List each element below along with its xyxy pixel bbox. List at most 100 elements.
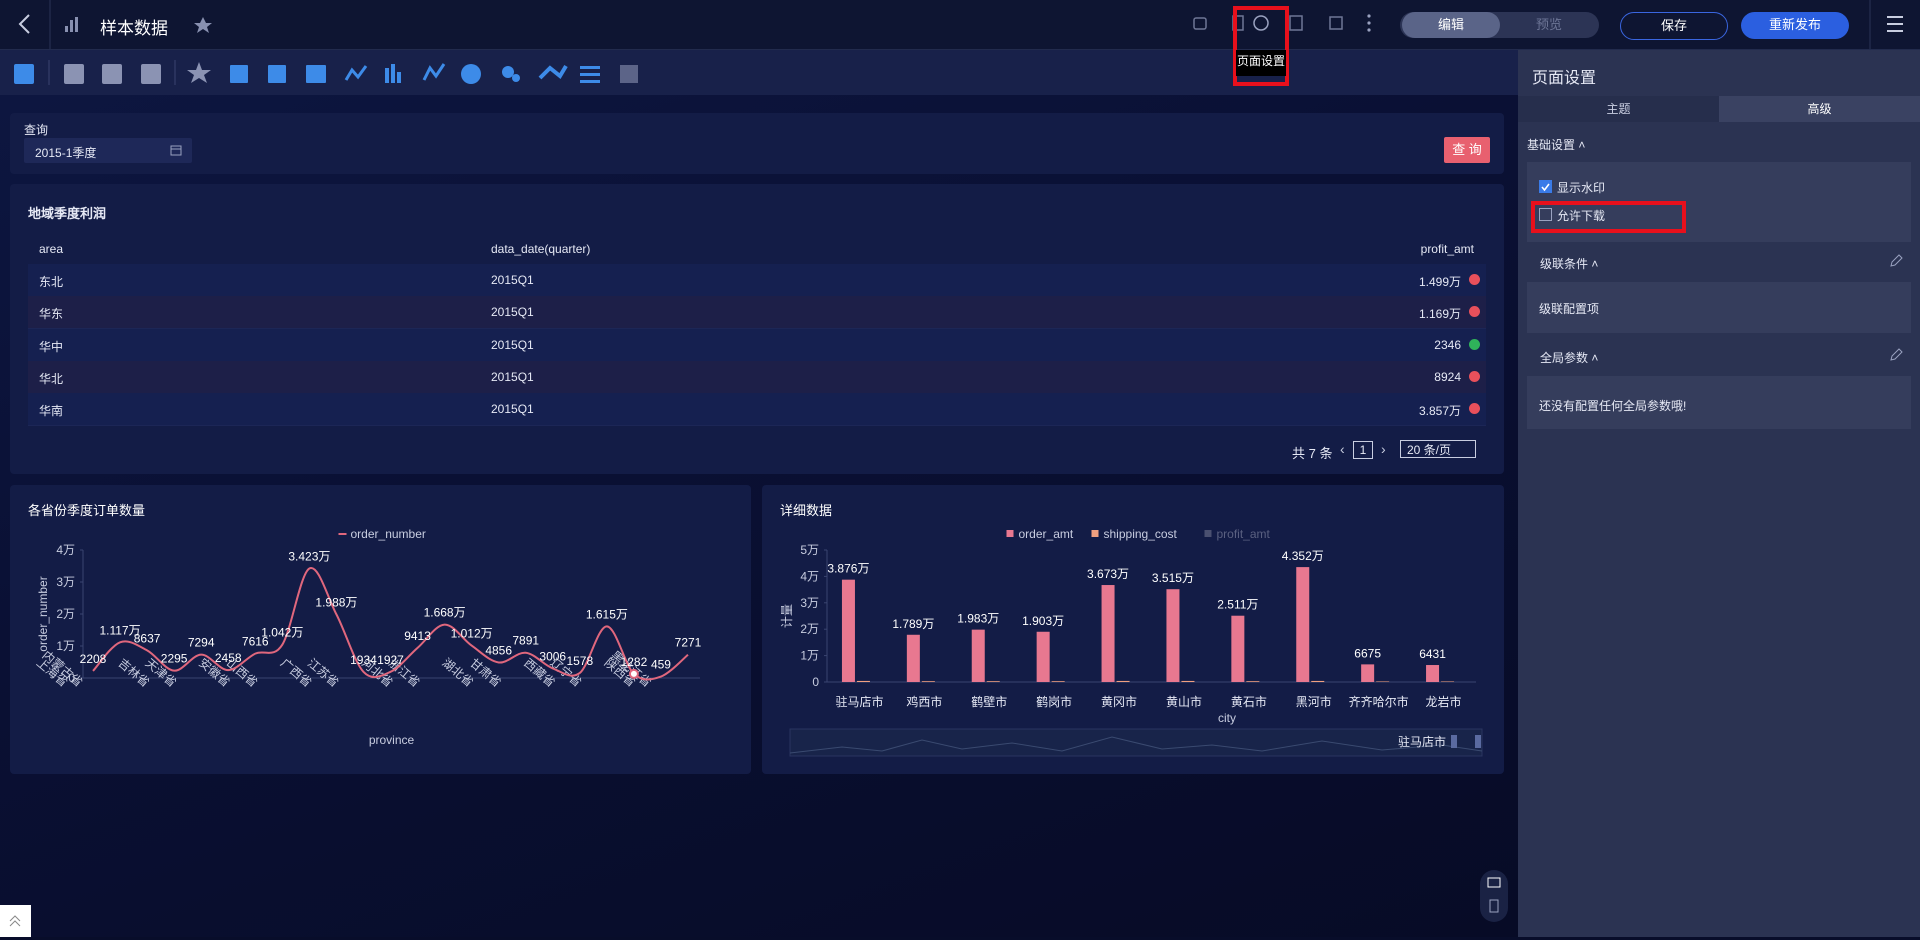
back-icon[interactable] — [18, 14, 30, 34]
x-tick-label: 鹤壁市 — [971, 694, 1007, 709]
device-icons — [1487, 877, 1501, 913]
lock-icon[interactable] — [1193, 17, 1207, 30]
zoom-preview — [789, 736, 1483, 754]
y-tick-label: 1万 — [56, 639, 75, 653]
section-title[interactable]: 级联条件 ˄ — [1540, 257, 1599, 271]
prev-page[interactable]: ‹ — [1340, 441, 1345, 457]
table-row[interactable]: 东北 2015Q1 1.499万 — [28, 264, 1486, 297]
bar — [1426, 665, 1440, 682]
data-label: 4.352万 — [1282, 549, 1324, 563]
zoom-label: 驻马店市 — [1398, 734, 1446, 749]
tool-icon[interactable] — [102, 64, 122, 84]
desktop-icon[interactable] — [1487, 877, 1501, 888]
tool-icon[interactable] — [230, 65, 248, 83]
tool-icon[interactable] — [422, 63, 446, 81]
bar — [1441, 681, 1455, 682]
bar — [1231, 615, 1245, 682]
tool-icon[interactable] — [141, 64, 161, 84]
duplicate-icon[interactable] — [1329, 16, 1343, 30]
checkbox[interactable] — [1539, 180, 1552, 193]
toolbar-icons — [14, 60, 638, 85]
tool-icon[interactable] — [344, 65, 368, 81]
table-row[interactable]: 华南 2015Q1 3.857万 — [28, 393, 1486, 427]
x-tick-label: 龙岩市 — [1426, 694, 1462, 709]
preview-tab[interactable]: 预览 — [1535, 17, 1562, 32]
menu-icon[interactable] — [1887, 16, 1903, 32]
tool-icon[interactable] — [306, 65, 326, 83]
query-input[interactable]: 2015-1季度 — [24, 138, 192, 163]
y-tick-label: 3万 — [800, 596, 819, 610]
check-mark — [1541, 183, 1550, 192]
next-page[interactable]: › — [1381, 441, 1386, 457]
data-label: 1.789万 — [892, 617, 934, 631]
legend-label: profit_amt — [1217, 527, 1271, 541]
edit-icon[interactable] — [1888, 347, 1904, 363]
page-size-select[interactable]: 20 条/页 — [1400, 440, 1476, 458]
data-label: 3.423万 — [288, 549, 330, 563]
bar — [1166, 589, 1180, 682]
cell: 东北 — [39, 275, 64, 289]
theme-tab[interactable]: 主题 — [1518, 96, 1719, 122]
tool-icon[interactable] — [620, 65, 638, 83]
tool-icon[interactable] — [538, 64, 568, 80]
x-tick-label: 黄石市 — [1231, 694, 1267, 709]
bar — [1361, 664, 1375, 682]
cell: 3.857万 — [1418, 404, 1461, 419]
section-title[interactable]: 全局参数 ˄ — [1540, 351, 1599, 365]
republish-button[interactable]: 重新发布 — [1741, 12, 1849, 39]
table-row[interactable]: 华中 2015Q1 2346 — [28, 328, 1486, 362]
tool-icon[interactable] — [268, 65, 286, 83]
checkbox[interactable] — [1539, 208, 1552, 221]
data-label: 9413 — [404, 629, 431, 643]
data-label: 2295 — [161, 652, 188, 666]
tool-icon[interactable] — [14, 64, 34, 84]
data-label: 1.668万 — [424, 606, 466, 620]
cell: 华南 — [39, 404, 64, 419]
query-value: 2015-1季度 — [35, 146, 97, 160]
cell: 8924 — [1434, 369, 1461, 384]
legend-swatch — [1204, 530, 1212, 537]
table-title: 地域季度利润 — [28, 206, 107, 221]
y-tick-label: 4万 — [800, 569, 819, 583]
bar — [1296, 567, 1310, 682]
option-label[interactable]: 允许下载 — [1557, 209, 1606, 223]
cascade-text: 级联配置项 — [1539, 302, 1600, 316]
tool-icon[interactable] — [502, 66, 514, 78]
calendar-icon — [170, 145, 182, 156]
bar — [921, 681, 935, 682]
table-row[interactable]: 华北 2015Q1 8924 — [28, 360, 1486, 394]
data-label: 7616 — [242, 635, 269, 649]
y-tick-label: 1万 — [800, 649, 819, 663]
option-label[interactable]: 显示水印 — [1557, 181, 1606, 195]
pagination-total: 共 7 条 — [1292, 446, 1333, 461]
mobile-icon[interactable] — [1289, 15, 1303, 31]
star-icon[interactable] — [194, 17, 212, 33]
y-tick-label: 5万 — [800, 543, 819, 557]
column-header: data_date(quarter) — [491, 242, 591, 256]
edit-tab[interactable]: 编辑 — [1402, 12, 1500, 38]
query-card: 查询 2015-1季度 查 询 — [10, 113, 1504, 174]
tool-icon[interactable] — [580, 66, 600, 69]
bar — [841, 579, 855, 682]
save-button[interactable]: 保存 — [1620, 12, 1728, 40]
query-button[interactable]: 查 询 — [1444, 137, 1490, 163]
gear-icon[interactable] — [1253, 15, 1269, 31]
current-page[interactable]: 1 — [1353, 441, 1373, 459]
tool-icon[interactable] — [64, 64, 84, 84]
section-title[interactable]: 基础设置 ˄ — [1527, 138, 1586, 152]
collapse-button[interactable] — [0, 905, 31, 937]
mobile-icon[interactable] — [1489, 899, 1499, 913]
y-tick-label: 4万 — [56, 543, 75, 557]
tool-icon[interactable] — [385, 68, 389, 83]
y-tick-label: 2万 — [56, 607, 75, 621]
bar — [1246, 681, 1260, 682]
tool-icon[interactable] — [187, 62, 211, 83]
panel-title: 页面设置 — [1532, 70, 1597, 87]
legend-label: shipping_cost — [1104, 527, 1178, 541]
advanced-tab[interactable]: 高级 — [1719, 96, 1920, 122]
table-row[interactable]: 华东 2015Q1 1.169万 — [28, 296, 1486, 330]
edit-icon[interactable] — [1888, 253, 1904, 269]
more-icon[interactable] — [1367, 14, 1371, 32]
tool-icon[interactable] — [461, 64, 481, 84]
data-label: 3006 — [539, 649, 566, 663]
